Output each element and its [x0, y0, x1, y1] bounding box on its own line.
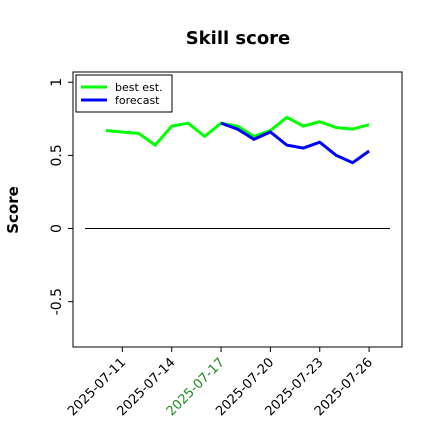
y-tick-label: -0.5: [49, 288, 65, 315]
legend: best est.forecast: [75, 74, 173, 113]
legend-label: forecast: [115, 94, 160, 107]
chart-title: Skill score: [186, 28, 291, 49]
y-tick-label: 0: [49, 224, 65, 233]
plot-frame: [72, 71, 403, 348]
y-tick-label: 0.5: [49, 144, 65, 166]
y-tick-label: 1: [49, 78, 65, 87]
y-axis-label: Score: [4, 186, 22, 234]
legend-box: [75, 74, 173, 113]
series-line: [220, 121, 370, 165]
series-line: [105, 115, 370, 148]
legend-label: best est.: [115, 81, 163, 94]
